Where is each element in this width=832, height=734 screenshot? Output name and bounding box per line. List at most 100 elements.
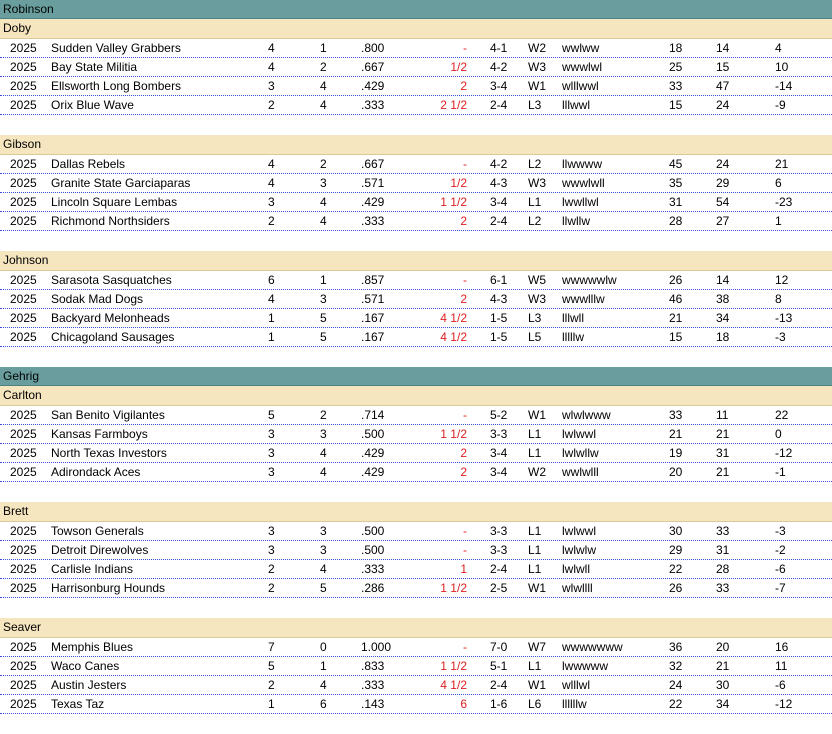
team-runs-allowed: 34: [716, 697, 730, 711]
team-wins: 5: [268, 659, 275, 673]
table-row[interactable]: 2025 Detroit Direwolves 3 3 .500 - 3-3 L1 lwlwlw…: [0, 541, 832, 560]
table-row[interactable]: 2025 Sudden Valley Grabbers 4 1 .800 - 4-1 W2 ww…: [0, 39, 832, 58]
team-losses: 1: [320, 273, 327, 287]
table-row[interactable]: 2025 Granite State Garciaparas 4 3 .571 1/2 4-…: [0, 174, 832, 193]
team-name[interactable]: Lincoln Square Lembas: [51, 195, 178, 209]
team-losses: 2: [320, 408, 327, 422]
team-name[interactable]: Harrisonburg Hounds: [51, 581, 166, 595]
team-run-differential: 1: [775, 214, 782, 228]
team-name[interactable]: Adirondack Aces: [51, 465, 141, 479]
team-runs-scored: 32: [669, 659, 683, 673]
team-record: 3-3: [490, 524, 508, 538]
team-year: 2025: [10, 562, 37, 576]
team-year: 2025: [10, 543, 37, 557]
table-row[interactable]: 2025 Orix Blue Wave 2 4.333 2 1/2 2-4 L3 lllwwl…: [0, 96, 832, 115]
team-streak: L2: [528, 214, 542, 228]
team-runs-allowed: 14: [716, 41, 730, 55]
team-games-behind: -: [463, 524, 467, 538]
team-wins: 3: [268, 465, 275, 479]
division-header: Brett: [0, 502, 832, 522]
team-runs-allowed: 18: [716, 330, 730, 344]
table-row[interactable]: 2025 Harrisonburg Hounds 2 5 .286 1 1/2 2-5 W1 w…: [0, 579, 832, 598]
table-row[interactable]: 2025 Dallas Rebels 4 2 .667 - 4-2 L2 llwwww 45 24 2…: [0, 155, 832, 174]
team-year: 2025: [10, 581, 37, 595]
team-runs-allowed: 54: [716, 195, 730, 209]
team-recent-results: wlwllll: [562, 581, 593, 595]
team-name[interactable]: Waco Canes: [51, 659, 120, 673]
team-recent-results: lllwwl: [562, 98, 590, 112]
table-row[interactable]: 2025 Bay State Militia 4 2 .667 1/2 4-2 W3 wwwlw…: [0, 58, 832, 77]
team-recent-results: wwlwlll: [562, 465, 599, 479]
team-games-behind: -: [463, 640, 467, 654]
team-name[interactable]: Bay State Militia: [51, 60, 138, 74]
team-runs-scored: 15: [669, 330, 683, 344]
team-name[interactable]: Sodak Mad Dogs: [51, 292, 144, 306]
team-losses: 3: [320, 427, 327, 441]
table-row[interactable]: 2025 Adirondack Aces 3 4 .429 2 3-4 W2 wwlwlll 20…: [0, 463, 832, 482]
team-name[interactable]: Ellsworth Long Bombers: [51, 79, 182, 93]
team-streak: W1: [528, 678, 546, 692]
team-name[interactable]: San Benito Vigilantes: [51, 408, 165, 422]
table-row[interactable]: 2025 Towson Generals 3 3.500-3-3 L1 lwlwwl 30 3…: [0, 522, 832, 541]
team-record: 1-6: [490, 697, 508, 711]
team-record: 5-2: [490, 408, 508, 422]
table-row[interactable]: 2025 Memphis Blues 7 0 1.000 - 7-0 W7 wwwwwww 36 2…: [0, 638, 832, 657]
team-games-behind: 1: [460, 562, 467, 576]
team-win-pct: .333: [361, 98, 385, 112]
team-year: 2025: [10, 79, 37, 93]
table-row[interactable]: 2025 Backyard Melonheads 1 5 .167 4 1/2 1-5 L3 l…: [0, 309, 832, 328]
team-runs-allowed: 31: [716, 543, 730, 557]
table-row[interactable]: 2025 North Texas Investors 3 4 .429 2 3-4 L1 lwl…: [0, 444, 832, 463]
team-name[interactable]: Sudden Valley Grabbers: [51, 41, 181, 55]
team-losses: 1: [320, 659, 327, 673]
team-runs-allowed: 33: [716, 581, 730, 595]
team-name[interactable]: Granite State Garciaparas: [51, 176, 191, 190]
team-name[interactable]: Chicagoland Sausages: [51, 330, 175, 344]
division-spacer: [0, 115, 832, 135]
team-name[interactable]: Dallas Rebels: [51, 157, 126, 171]
team-runs-scored: 22: [669, 562, 683, 576]
team-streak: L1: [528, 524, 542, 538]
team-win-pct: .571: [361, 292, 385, 306]
table-row[interactable]: 2025 Sarasota Sasquatches 6 1 .857 - 6-1 W5 wwww…: [0, 271, 832, 290]
team-name[interactable]: Kansas Farmboys: [51, 427, 148, 441]
table-row[interactable]: 2025 Sodak Mad Dogs 4 3 .571 2 4-3 W3 wwwlllw 46 3…: [0, 290, 832, 309]
team-recent-results: wlllwwl: [562, 79, 599, 93]
team-runs-scored: 30: [669, 524, 683, 538]
table-row[interactable]: 2025 San Benito Vigilantes 5 2 .714 - 5-2 W1 wlw…: [0, 406, 832, 425]
table-row[interactable]: 2025 Kansas Farmboys 3 3 .500 1 1/2 3-3 L1 lwlww…: [0, 425, 832, 444]
team-run-differential: -3: [775, 524, 786, 538]
table-row[interactable]: 2025 Texas Taz 1 6 .143 6 1-6 L6 llllllw 22 34 -12: [0, 695, 832, 714]
team-name[interactable]: Richmond Northsiders: [51, 214, 170, 228]
table-row[interactable]: 2025 Austin Jesters 2 4.333 4 1/2 2-4 W1 wlllwl…: [0, 676, 832, 695]
team-wins: 3: [268, 427, 275, 441]
team-win-pct: .333: [361, 214, 385, 228]
team-name[interactable]: Orix Blue Wave: [51, 98, 134, 112]
team-name[interactable]: Detroit Direwolves: [51, 543, 149, 557]
team-name[interactable]: Austin Jesters: [51, 678, 127, 692]
table-row[interactable]: 2025 Lincoln Square Lembas 3 4 .429 1 1/2 3-4 L…: [0, 193, 832, 212]
team-year: 2025: [10, 465, 37, 479]
team-name[interactable]: Towson Generals: [51, 524, 144, 538]
team-name[interactable]: North Texas Investors: [51, 446, 167, 460]
team-year: 2025: [10, 446, 37, 460]
team-runs-allowed: 47: [716, 79, 730, 93]
team-name[interactable]: Backyard Melonheads: [51, 311, 170, 325]
table-row[interactable]: 2025 Richmond Northsiders 2 4 .333 2 2-4 L2 llwl…: [0, 212, 832, 231]
team-record: 3-4: [490, 465, 508, 479]
team-name[interactable]: Memphis Blues: [51, 640, 134, 654]
team-recent-results: wwwlllw: [562, 292, 605, 306]
table-row[interactable]: 2025 Carlisle Indians 2 4 .333 1 2-4 L1 lwlwll 22…: [0, 560, 832, 579]
table-row[interactable]: 2025 Ellsworth Long Bombers 3 4 .429 2 3-4 W1 wl…: [0, 77, 832, 96]
team-runs-scored: 20: [669, 465, 683, 479]
team-losses: 3: [320, 524, 327, 538]
table-row[interactable]: 2025 Waco Canes 5 1 .833 1 1/2 5-1 L1 lwwwww 32 21…: [0, 657, 832, 676]
team-name[interactable]: Sarasota Sasquatches: [51, 273, 172, 287]
team-name[interactable]: Texas Taz: [51, 697, 105, 711]
team-losses: 3: [320, 292, 327, 306]
table-row[interactable]: 2025 Chicagoland Sausages 1 5.167 4 1/2 1-5 L5…: [0, 328, 832, 347]
team-name[interactable]: Carlisle Indians: [51, 562, 134, 576]
team-recent-results: llwwww: [562, 157, 602, 171]
team-run-differential: -12: [775, 446, 793, 460]
team-recent-results: lwlwllw: [562, 446, 599, 460]
